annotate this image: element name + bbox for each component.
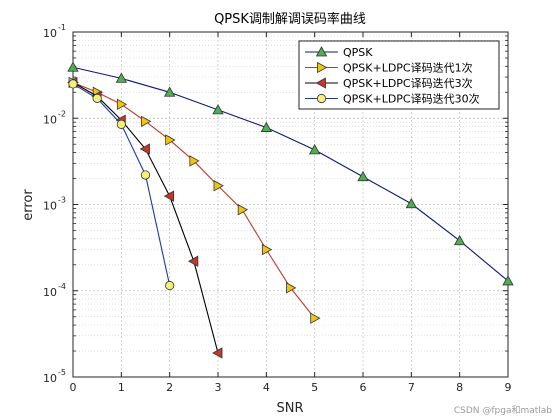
y-tick-label: 10 -4 <box>43 282 66 299</box>
y-tick-label: 10 -2 <box>43 109 66 126</box>
data-point <box>405 197 418 209</box>
y-tick-label-exponent: -3 <box>58 196 66 205</box>
data-point <box>453 234 466 246</box>
x-tick-label: 9 <box>505 381 512 394</box>
data-point <box>165 280 175 291</box>
data-point <box>116 119 126 129</box>
x-tick-label: 4 <box>263 381 270 394</box>
y-tick-label: 10 -5 <box>43 368 66 385</box>
x-axis-label: SNR <box>276 401 303 416</box>
y-tick-label-base: 10 <box>43 113 57 126</box>
legend-entry: QPSK+LDPC译码迭代3次 <box>305 76 473 90</box>
legend-marker <box>317 61 328 74</box>
y-tick-label-exponent: -2 <box>58 109 66 118</box>
series-line <box>72 66 509 282</box>
minor-grid <box>73 35 508 352</box>
data-point <box>237 204 248 216</box>
data-point <box>141 115 152 128</box>
legend-marker <box>316 93 327 104</box>
data-point <box>212 104 224 115</box>
data-point <box>213 180 224 192</box>
x-tick-label: 1 <box>118 381 125 394</box>
data-point <box>139 143 150 155</box>
legend-entry: QPSK+LDPC译码迭代30次 <box>305 92 480 106</box>
x-tick-label: 6 <box>360 381 367 394</box>
legend-label: QPSK+LDPC译码迭代3次 <box>343 76 473 90</box>
data-point <box>115 72 128 83</box>
data-point <box>502 275 514 286</box>
chart-title: QPSK调制解调误码率曲线 <box>214 11 366 27</box>
data-point <box>163 86 176 97</box>
x-tick-label: 3 <box>215 381 222 394</box>
data-point <box>165 134 176 146</box>
y-tick-label-base: 10 <box>43 200 57 213</box>
data-point <box>188 255 199 267</box>
watermark: CSDN @fpga和matlab <box>453 406 552 416</box>
data-point <box>357 170 369 182</box>
x-tick-label: 8 <box>456 381 463 394</box>
x-tick-label: 0 <box>70 381 77 394</box>
legend-label: QPSK+LDPC译码迭代30次 <box>343 92 480 106</box>
y-tick-label-base: 10 <box>43 286 57 299</box>
x-tick-label: 2 <box>166 381 173 394</box>
legend-marker <box>315 46 328 57</box>
data-point <box>212 347 223 359</box>
data-point <box>116 98 128 111</box>
data-point <box>67 61 79 72</box>
data-point <box>68 79 78 89</box>
y-tick-label-exponent: -1 <box>58 23 66 32</box>
y-tick-label-base: 10 <box>43 372 57 385</box>
data-point <box>163 190 175 202</box>
legend-entry: QPSK <box>305 46 373 59</box>
data-point <box>308 144 321 155</box>
data-point <box>92 93 102 103</box>
legend-label: QPSK+LDPC译码迭代1次 <box>343 61 473 75</box>
legend-entry: QPSK+LDPC译码迭代1次 <box>305 61 473 75</box>
series-4 <box>68 79 175 291</box>
series-group <box>67 61 514 359</box>
data-point <box>189 155 200 167</box>
y-tick-labels: 10-510-410-310-210-1 <box>43 23 66 385</box>
legend-marker <box>315 77 326 89</box>
data-point <box>260 121 273 132</box>
x-tick-label: 7 <box>408 381 415 394</box>
x-tick-labels: 0 1 2 3 4 5 6 7 8 9 <box>70 381 512 394</box>
y-tick-label-base: 10 <box>43 27 57 40</box>
data-point <box>310 312 321 324</box>
legend-label: QPSK <box>343 46 373 59</box>
x-tick-label: 5 <box>311 381 318 394</box>
axis-ticks <box>72 31 509 378</box>
data-point <box>140 170 151 180</box>
y-tick-label: 10 -1 <box>43 23 66 40</box>
series-1 <box>67 61 514 286</box>
y-tick-label-exponent: -4 <box>58 282 66 291</box>
data-point <box>286 282 297 294</box>
y-tick-label: 10 -3 <box>43 196 66 213</box>
data-point <box>261 243 273 256</box>
y-axis-label: error <box>21 189 36 221</box>
y-tick-label-exponent: -5 <box>58 368 66 377</box>
